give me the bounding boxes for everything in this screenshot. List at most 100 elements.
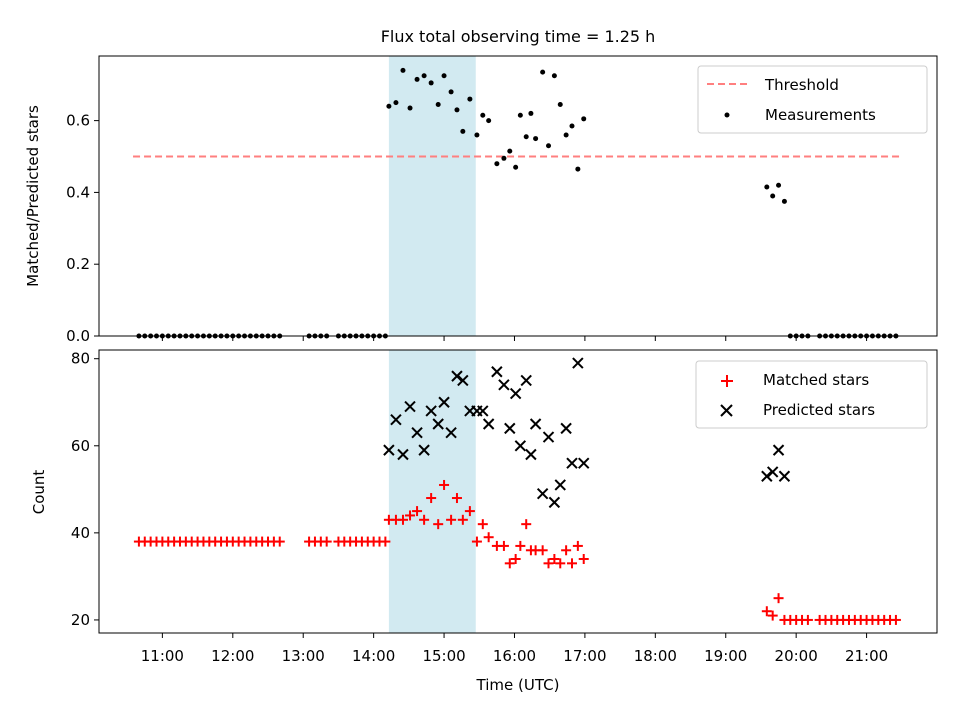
bottom-legend: Matched stars Predicted stars	[695, 360, 928, 429]
matched-star-point	[521, 519, 532, 530]
measurement-point	[533, 136, 539, 142]
measurement-point	[546, 143, 552, 149]
measurement-point	[467, 96, 473, 102]
x-tick-label: 15:00	[422, 647, 465, 665]
predicted-star-point	[766, 466, 779, 478]
bottom-legend-box	[695, 360, 928, 429]
predicted-star-point	[432, 418, 444, 430]
matched-star-point	[464, 506, 475, 517]
measurement-point	[486, 118, 492, 124]
observing-window-shade	[388, 350, 476, 633]
y-tick-label: 0.2	[66, 255, 90, 273]
predicted-star-point	[514, 440, 527, 452]
measurement-point	[569, 123, 575, 129]
bottom-axes-frame	[98, 349, 938, 634]
predicted-star-point	[457, 374, 469, 387]
measurement-point	[428, 80, 434, 86]
predicted-star-point	[772, 444, 785, 456]
legend-threshold-label: Threshold	[764, 76, 839, 94]
measurement-point	[770, 193, 776, 199]
measurement-point	[435, 101, 441, 107]
matched-star-point	[802, 614, 813, 625]
measurement-point	[523, 134, 529, 140]
predicted-star-point	[548, 496, 561, 509]
x-tick-label: 21:00	[845, 647, 888, 665]
matched-star-point	[380, 536, 391, 547]
predicted-star-point	[504, 422, 516, 435]
matched-star-point	[274, 536, 285, 547]
predicted-star-point	[566, 457, 578, 469]
measurement-point	[551, 73, 557, 79]
measurement-point	[557, 101, 563, 107]
top-panel: 0.0 0.2 0.4 0.6 Matched/Predicted stars Thr…	[24, 55, 938, 345]
measurement-point	[507, 148, 513, 154]
matched-star-point	[426, 493, 437, 504]
matched-star-point	[419, 514, 430, 525]
chart-title: Flux total observing time = 1.25 h	[381, 27, 656, 46]
measurement-point	[407, 105, 413, 111]
predicted-star-point	[778, 470, 791, 482]
x-tick-label: 12:00	[211, 647, 254, 665]
y-tick-label: 20	[71, 611, 90, 629]
measurement-point	[421, 73, 427, 79]
matched-star-point	[578, 553, 589, 564]
predicted-star-point	[383, 444, 395, 456]
matched-star-point	[555, 558, 566, 569]
measurement-point	[494, 161, 500, 167]
matched-star-point	[477, 519, 488, 530]
matched-star-point	[483, 532, 494, 543]
measurement-point	[474, 132, 480, 138]
legend-measurements-label: Measurements	[765, 106, 876, 124]
matched-star-point	[543, 558, 554, 569]
observing-window-shade	[388, 56, 476, 336]
x-tick-label: 17:00	[563, 647, 606, 665]
predicted-star-point	[536, 487, 549, 500]
matched-star-point	[890, 614, 901, 625]
y-tick-label: 0.4	[66, 183, 90, 201]
predicted-star-point	[411, 427, 423, 439]
matched-star-point	[498, 540, 509, 551]
predicted-star-point	[404, 400, 416, 413]
measurement-point	[764, 184, 770, 190]
matched-star-point	[471, 536, 482, 547]
y-tick-label: 80	[71, 350, 90, 368]
measurement-point	[448, 89, 454, 95]
matched-star-point	[566, 558, 577, 569]
matched-star-point	[510, 553, 521, 564]
top-legend-box	[697, 65, 928, 134]
x-tick-label: 19:00	[704, 647, 747, 665]
legend-measurements-swatch	[724, 112, 730, 118]
top-y-axis-label: Matched/Predicted stars	[24, 105, 42, 287]
measurement-point	[528, 110, 534, 116]
measurement-point	[517, 112, 523, 118]
x-axis-label: Time (UTC)	[476, 676, 560, 694]
measurement-point	[460, 128, 466, 134]
predicted-star-point	[529, 418, 542, 430]
predicted-star-point	[438, 396, 450, 408]
top-axes-frame	[98, 55, 938, 337]
top-legend: Threshold Measurements	[697, 65, 928, 134]
predicted-star-point	[397, 448, 409, 461]
predicted-star-point	[520, 374, 532, 387]
matched-star-point	[504, 558, 515, 569]
predicted-star-point	[445, 427, 457, 439]
measurement-point	[480, 112, 486, 118]
measurement-point	[776, 182, 782, 188]
matched-star-point	[439, 479, 450, 490]
predicted-star-point	[418, 444, 430, 456]
y-tick-label: 60	[71, 437, 90, 455]
legend-matched-swatch	[721, 375, 733, 387]
predicted-star-point	[560, 422, 572, 435]
measurement-point	[563, 132, 569, 138]
y-tick-label: 0.6	[66, 112, 90, 130]
matched-star-point	[457, 514, 468, 525]
predicted-star-point	[554, 479, 566, 491]
measurement-point	[441, 73, 447, 79]
predicted-star-point	[542, 431, 555, 443]
matched-star-point	[412, 506, 423, 517]
y-tick-label: 0.0	[66, 327, 90, 345]
measurement-point	[540, 69, 546, 75]
matched-star-point	[572, 540, 583, 551]
x-tick-label: 20:00	[775, 647, 818, 665]
